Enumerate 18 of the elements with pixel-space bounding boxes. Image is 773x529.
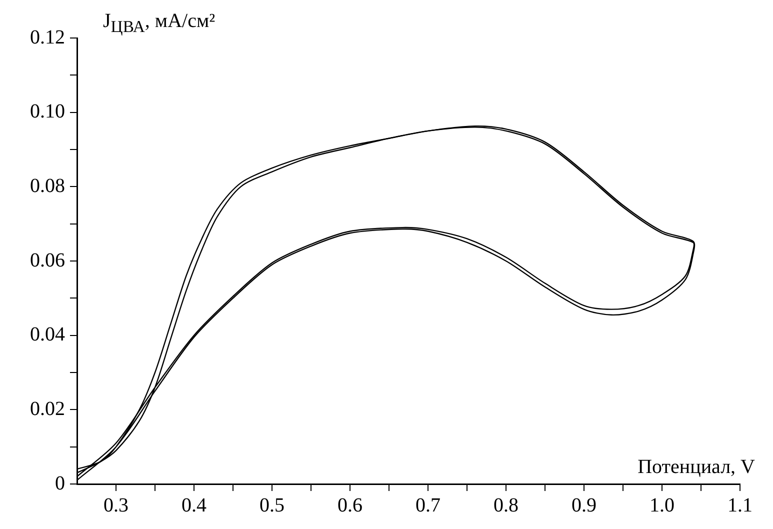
y-tick-label: 0.12 — [30, 26, 65, 48]
x-tick-label: 0.4 — [182, 494, 206, 516]
x-tick-label: 0.3 — [104, 494, 128, 516]
y-tick-label: 0.04 — [30, 324, 65, 346]
x-tick-label: 0.6 — [338, 494, 362, 516]
x-tick-label: 0.7 — [416, 494, 440, 516]
y-tick-label: 0.08 — [30, 174, 65, 197]
x-axis-title: Потенциал, V — [638, 456, 755, 479]
x-tick-label: 1.1 — [728, 494, 752, 516]
y-tick-label: 0.02 — [30, 398, 65, 420]
y-tick-label: 0.10 — [30, 100, 65, 123]
x-tick-label: 0.9 — [572, 494, 596, 516]
x-tick-label: 1.0 — [650, 494, 674, 516]
x-tick-label: 0.5 — [260, 494, 284, 516]
y-axis-title: J$_{ЦВА}$, мА/см² — [103, 10, 216, 37]
y-tick-label: 0.06 — [30, 249, 65, 272]
y-tick-label: 0 — [55, 472, 65, 494]
x-tick-label: 0.8 — [494, 494, 518, 516]
